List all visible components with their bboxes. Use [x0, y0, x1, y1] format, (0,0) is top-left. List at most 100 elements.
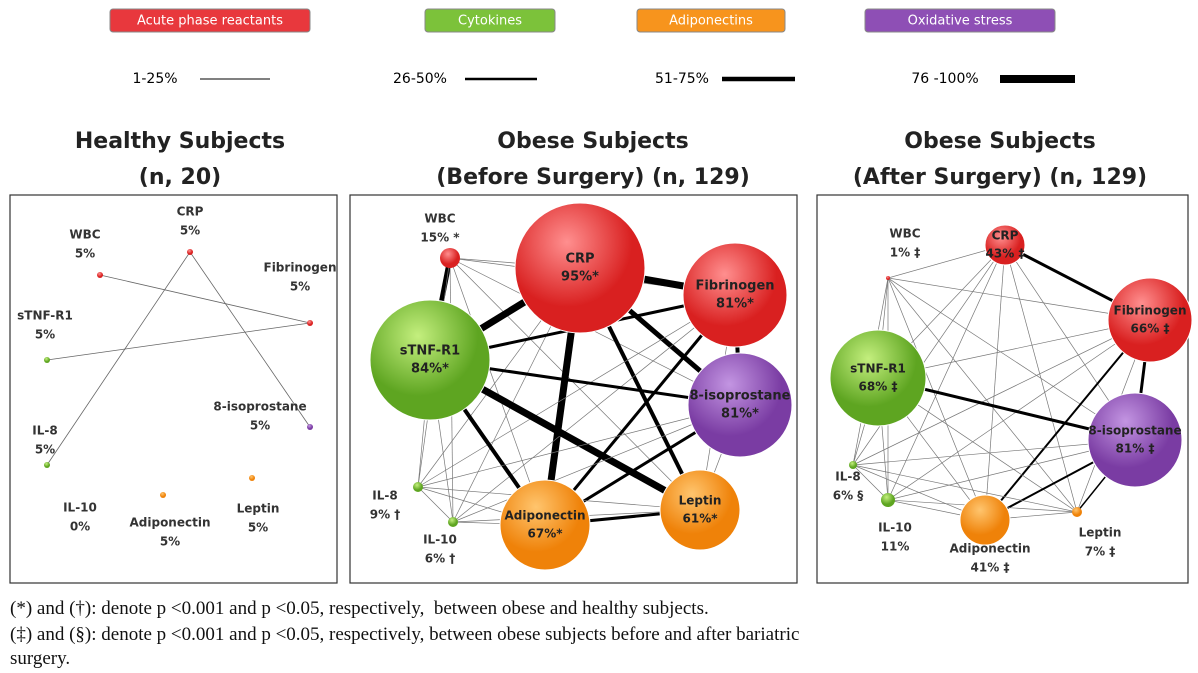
node	[413, 482, 423, 492]
node-value: 68% ‡	[859, 380, 898, 394]
node-label: Leptin	[679, 494, 722, 508]
node	[307, 320, 313, 326]
panel: Obese Subjects (After Surgery) (n, 129) WB…	[829, 129, 1193, 575]
diagram: Acute phase reactants Cytokines Adiponecti…	[9, 8, 1193, 584]
node-value: 81%*	[716, 297, 754, 312]
edge	[887, 277, 1078, 513]
node	[1107, 277, 1193, 363]
edge	[417, 294, 736, 488]
node-label: WBC	[889, 227, 920, 241]
node-label: CRP	[565, 252, 594, 267]
node-label: Leptin	[237, 502, 280, 516]
legend-swatch	[864, 8, 1056, 33]
node-value: 5%	[160, 535, 180, 549]
panel-title: (Before Surgery) (n, 129)	[436, 165, 750, 190]
panel-title: (After Surgery) (n, 129)	[853, 165, 1147, 190]
node-label: Adiponectin	[129, 516, 210, 530]
edge	[887, 277, 1151, 321]
line-width-label: 76 -100%	[911, 71, 978, 87]
edge	[417, 486, 454, 523]
node-value: 41% ‡	[971, 561, 1010, 575]
edge	[1004, 244, 1078, 513]
edge	[452, 294, 736, 523]
line-width-label: 26-50%	[393, 71, 447, 87]
node	[448, 517, 458, 527]
node-value: 5%	[290, 280, 310, 294]
edge	[887, 244, 1006, 501]
panel-title: Healthy Subjects	[75, 129, 285, 154]
line-width-label: 1-25%	[132, 71, 177, 87]
node-label: CRP	[177, 205, 204, 219]
node-label: WBC	[69, 228, 100, 242]
node-value: 43% ‡	[986, 247, 1025, 261]
node-value: 5%	[248, 521, 268, 535]
node	[984, 224, 1026, 266]
node-label: IL-8	[32, 424, 57, 438]
edge	[887, 277, 986, 521]
edge	[449, 257, 701, 511]
panel-frame	[816, 194, 1189, 584]
node-label: WBC	[424, 212, 455, 226]
edge	[449, 257, 546, 526]
node	[249, 475, 255, 481]
panel-frame	[9, 194, 338, 584]
edge	[852, 464, 889, 501]
legend-label: Adiponectins	[669, 14, 753, 29]
node-value: 6% †	[425, 552, 456, 566]
footnote: (‡) and (§): denote p <0.001 and p <0.05…	[10, 624, 800, 645]
panel-title: Obese Subjects	[497, 129, 688, 154]
node	[44, 357, 50, 363]
node-label: sTNF-R1	[850, 362, 906, 376]
node	[187, 249, 193, 255]
node-value: 61%*	[683, 512, 719, 526]
node-label: 8-isoprostane	[1088, 424, 1181, 438]
node-value: 7% ‡	[1085, 545, 1116, 559]
edge	[189, 251, 311, 428]
edge	[887, 319, 1151, 501]
node	[307, 424, 313, 430]
node	[160, 492, 166, 498]
node-label: IL-10	[878, 521, 912, 535]
node-value: 0%	[70, 520, 90, 534]
node-label: IL-10	[423, 533, 457, 547]
node-label: Adiponectin	[949, 542, 1030, 556]
edge	[984, 319, 1151, 521]
edge	[46, 251, 191, 466]
node	[97, 272, 103, 278]
legend-swatch	[636, 8, 786, 33]
node-value: 81%*	[721, 407, 759, 422]
edge	[99, 274, 311, 324]
node-value: 6% §	[833, 489, 864, 503]
node-label: Fibrinogen	[695, 279, 774, 294]
node	[829, 329, 927, 427]
node-value: 66% ‡	[1131, 322, 1170, 336]
node-value: 11%	[881, 540, 910, 554]
node-value: 95%*	[561, 270, 599, 285]
node	[369, 299, 491, 421]
legend-label: Cytokines	[458, 14, 522, 29]
node-value: 81% ‡	[1116, 442, 1155, 456]
edge	[852, 244, 1006, 466]
node-label: Fibrinogen	[264, 261, 337, 275]
node-label: Leptin	[1079, 526, 1122, 540]
node-value: 5%	[180, 224, 200, 238]
node-label: CRP	[992, 229, 1019, 243]
footnote: (*) and (†): denote p <0.001 and p <0.05…	[10, 598, 709, 619]
node-value: 5%	[75, 247, 95, 261]
node-value: 67%*	[528, 527, 564, 541]
footnote: surgery.	[10, 648, 71, 669]
node	[849, 461, 857, 469]
node-value: 84%*	[411, 362, 449, 377]
node-label: Fibrinogen	[1114, 304, 1187, 318]
node	[514, 202, 646, 334]
node-value: 9% †	[370, 508, 401, 522]
node	[1072, 507, 1082, 517]
node	[44, 462, 50, 468]
node	[682, 242, 788, 348]
panel: Healthy Subjects (n, 20) WBC 5% CRP 5% Fibrino…	[17, 129, 336, 549]
node-label: 8-isoprostane	[213, 400, 306, 414]
node	[959, 494, 1011, 546]
node-value: 15% *	[420, 231, 460, 245]
edge	[852, 319, 1151, 466]
